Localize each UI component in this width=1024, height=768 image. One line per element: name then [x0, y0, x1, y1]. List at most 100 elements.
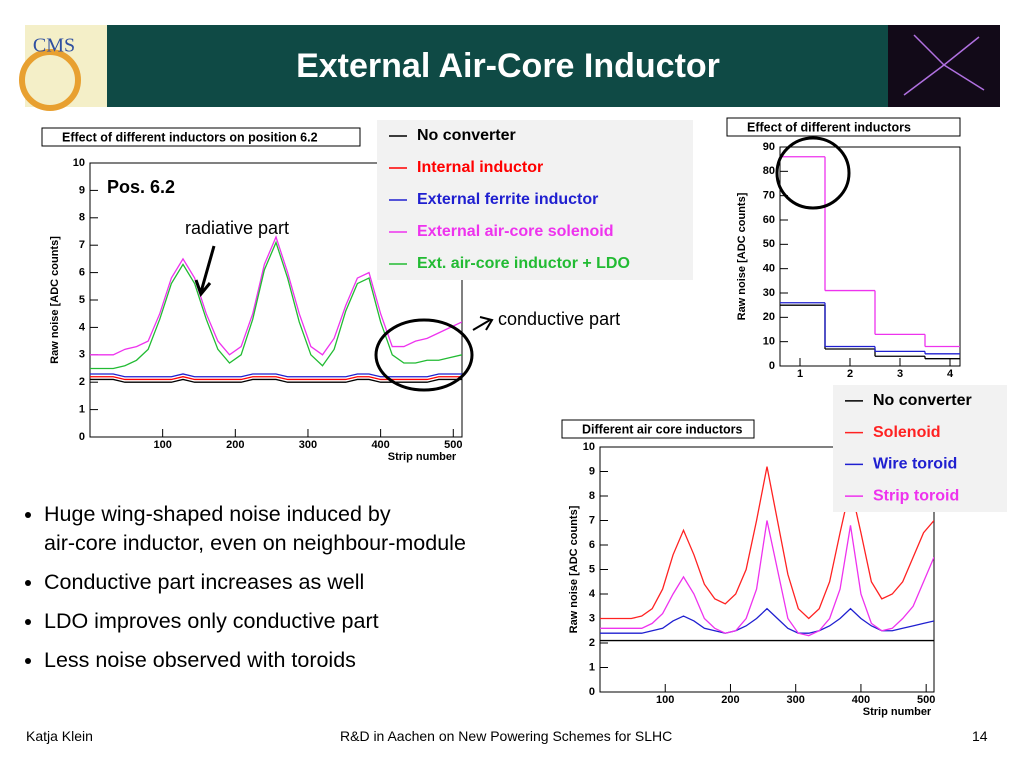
y-tick-label: 5 — [589, 563, 595, 575]
legend-label: External air-core solenoid — [417, 223, 614, 240]
x-tick-label: 500 — [444, 439, 462, 451]
chart-title-box — [561, 419, 755, 439]
legend-label: No converter — [873, 392, 972, 409]
y-tick-label: 7 — [589, 514, 595, 526]
y-tick-label: 40 — [763, 263, 775, 275]
footer-author: Katja Klein — [26, 728, 93, 744]
legend-label: Solenoid — [873, 424, 941, 441]
series-line — [90, 235, 462, 356]
arrow — [194, 245, 216, 298]
y-tick-label: 10 — [73, 157, 85, 169]
y-tick-label: 7 — [79, 239, 85, 251]
y-tick-label: 1 — [79, 404, 85, 416]
chart-title: Different air core inductors — [582, 422, 742, 436]
series-line — [600, 607, 934, 634]
series-line — [600, 520, 934, 637]
y-tick-label: 1 — [589, 661, 595, 673]
y-tick-label: 5 — [79, 294, 85, 306]
cms-logo — [25, 25, 107, 107]
y-tick-label: 10 — [763, 336, 775, 348]
series-line — [90, 373, 462, 378]
y-axis-label: Raw noise [ADC counts] — [736, 192, 748, 320]
x-tick-label: 400 — [371, 439, 389, 451]
photo-sparks — [903, 34, 985, 96]
charts: Effect of different inductors on positio… — [41, 117, 1007, 718]
highlight-circle — [775, 136, 851, 210]
chart: Different air core inductors Raw noise [A… — [561, 385, 1007, 718]
x-tick-label: 3 — [897, 368, 903, 380]
logo-text: CMS — [33, 35, 75, 57]
y-tick-label: 2 — [79, 376, 85, 388]
chart-title: Effect of different inductors on positio… — [62, 130, 318, 144]
plot-area — [779, 146, 961, 367]
x-tick-label: 4 — [947, 368, 954, 380]
y-tick-label: 0 — [79, 431, 85, 443]
annotation: conductive part — [498, 309, 620, 329]
y-tick-label: 9 — [589, 465, 595, 477]
y-tick-label: 30 — [763, 287, 775, 299]
x-tick-label: 1 — [797, 368, 803, 380]
legend-label: Strip toroid — [873, 487, 959, 504]
highlight-circle — [374, 318, 474, 392]
y-tick-label: 20 — [763, 311, 775, 323]
y-tick-label: 3 — [589, 612, 595, 624]
footer-page: 14 — [972, 728, 988, 744]
chart: Effect of different inductors on positio… — [41, 120, 693, 463]
header-band — [25, 25, 1000, 107]
legend-box — [377, 120, 693, 280]
bullet: Huge wing-shaped noise induced by air-co… — [44, 500, 574, 558]
series-line — [90, 240, 462, 370]
y-axis-label: Raw noise [ADC counts] — [49, 236, 61, 364]
y-tick-label: 6 — [79, 267, 85, 279]
y-tick-label: 4 — [589, 588, 596, 600]
arrow — [472, 316, 494, 331]
bullet: Conductive part increases as well — [44, 568, 574, 597]
y-tick-label: 8 — [589, 490, 595, 502]
annotation: Pos. 6.2 — [107, 177, 175, 197]
x-axis-label: Strip number — [863, 706, 932, 718]
y-tick-label: 0 — [769, 360, 775, 372]
y-tick-label: 3 — [79, 349, 85, 361]
legend-label: Ext. air-core inductor + LDO — [417, 255, 630, 272]
y-tick-label: 4 — [79, 321, 86, 333]
x-axis-label: Strip number — [388, 451, 457, 463]
x-tick-label: 500 — [917, 694, 935, 706]
chart-title: Effect of different inductors — [747, 120, 911, 134]
footer-title: R&D in Aachen on New Powering Schemes fo… — [340, 728, 673, 744]
bullet: LDO improves only conductive part — [44, 607, 574, 636]
y-tick-label: 70 — [763, 190, 775, 202]
y-tick-label: 80 — [763, 165, 775, 177]
series-line — [90, 378, 462, 383]
bullet-list: Huge wing-shaped noise induced by air-co… — [22, 500, 574, 685]
x-tick-label: 200 — [721, 694, 739, 706]
legend-label: No converter — [417, 127, 516, 144]
x-tick-label: 300 — [299, 439, 317, 451]
slide-title: External Air-Core Inductor — [296, 47, 720, 85]
y-tick-label: 60 — [763, 214, 775, 226]
y-tick-label: 50 — [763, 238, 775, 250]
y-axis-label: Raw noise [ADC counts] — [568, 505, 580, 633]
x-tick-label: 300 — [787, 694, 805, 706]
chart-title-box — [726, 117, 961, 137]
chart-title-box — [41, 127, 361, 147]
y-tick-label: 90 — [763, 141, 775, 153]
logo-arc — [19, 49, 81, 111]
chart: Effect of different inductors Raw noise [… — [726, 117, 961, 380]
y-tick-label: 6 — [589, 539, 595, 551]
legend-label: Internal inductor — [417, 159, 543, 176]
legend-label: Wire toroid — [873, 456, 957, 473]
legend-box — [833, 385, 1007, 512]
x-tick-label: 100 — [656, 694, 674, 706]
y-tick-label: 0 — [589, 686, 595, 698]
y-tick-label: 10 — [583, 441, 595, 453]
x-tick-label: 2 — [847, 368, 853, 380]
x-tick-label: 100 — [153, 439, 171, 451]
bullet: Less noise observed with toroids — [44, 646, 574, 675]
x-tick-label: 200 — [226, 439, 244, 451]
annotation: radiative part — [185, 218, 289, 238]
series-line — [600, 466, 934, 620]
y-tick-label: 9 — [79, 184, 85, 196]
x-tick-label: 400 — [852, 694, 870, 706]
